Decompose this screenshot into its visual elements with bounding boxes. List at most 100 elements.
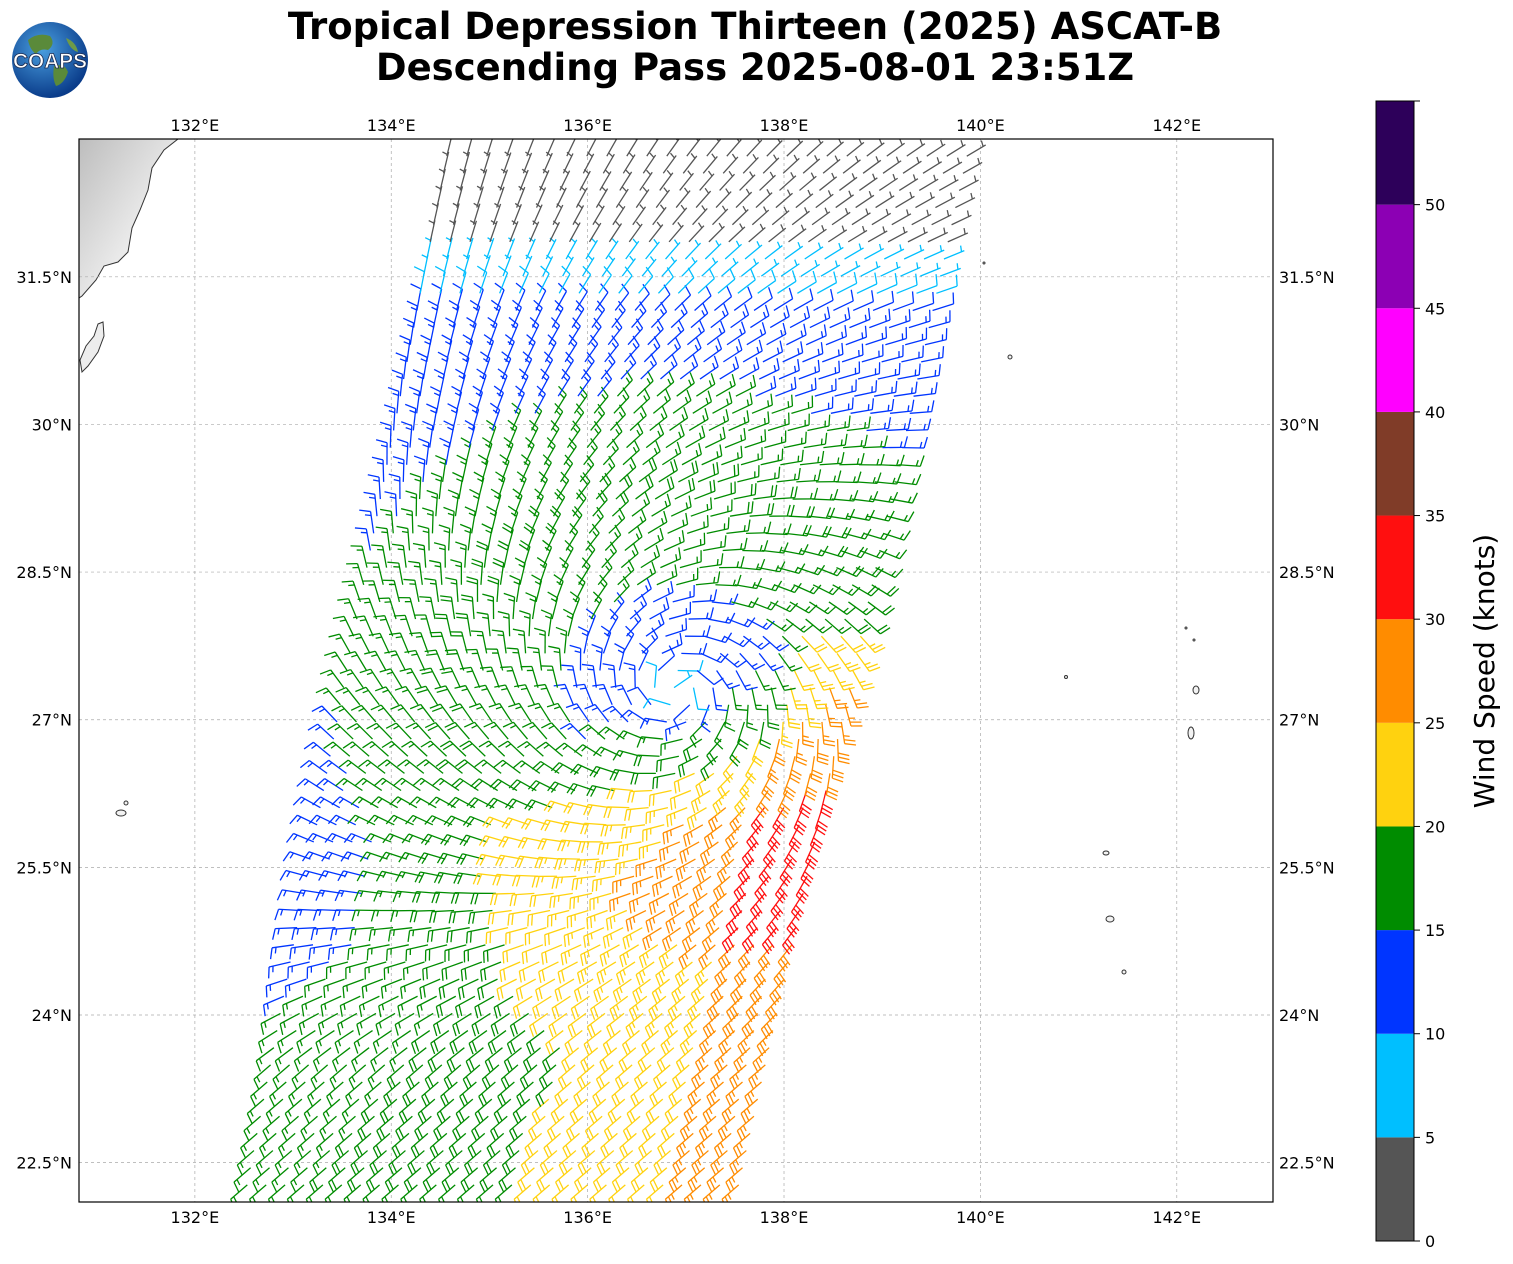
- wind-barb: [668, 892, 689, 917]
- wind-barb: [298, 1012, 320, 1036]
- wind-barb: [496, 978, 517, 1001]
- wind-barb: [448, 909, 474, 924]
- wind-barb: [524, 927, 547, 946]
- wind-barb: [551, 995, 571, 1020]
- wind-barb: [500, 1064, 519, 1090]
- island-layer: [115, 261, 1200, 975]
- title-line-1: Tropical Depression Thirteen (2025) ASCA…: [287, 5, 1223, 48]
- wind-barb: [625, 909, 647, 932]
- wind-barb: [389, 1047, 408, 1072]
- wind-barb: [296, 1030, 316, 1054]
- wind-barb: [563, 927, 586, 947]
- wind-barb: [756, 1030, 774, 1057]
- wind-barb: [459, 834, 488, 847]
- wind-barb: [424, 944, 448, 962]
- wind-barb: [471, 1012, 491, 1037]
- wind-barb: [487, 909, 512, 925]
- wind-barb: [358, 995, 380, 1018]
- wind-barb: [463, 944, 486, 963]
- wind-barb: [560, 944, 582, 966]
- wind-barb: [591, 875, 615, 892]
- wind-barb: [544, 927, 566, 947]
- wind-barb: [800, 858, 814, 887]
- wind-barb: [752, 1047, 770, 1074]
- wind-barb: [586, 1012, 606, 1038]
- wind-barb: [542, 1047, 561, 1073]
- wind-barb: [304, 978, 326, 998]
- ocean-background: [79, 139, 1273, 1202]
- wind-barb: [398, 851, 427, 863]
- wind-barb: [525, 1030, 545, 1055]
- wind-barb: [757, 944, 774, 972]
- wind-barb: [465, 927, 490, 944]
- wind-barb: [706, 995, 724, 1022]
- wind-barb: [312, 908, 339, 921]
- wind-barb: [529, 1012, 549, 1037]
- colorbar-tick-label: 30: [1425, 610, 1445, 629]
- logo-text: COAPS: [13, 50, 87, 73]
- wind-barb: [593, 978, 613, 1003]
- wind-barb: [409, 909, 435, 923]
- wind-barb: [631, 875, 654, 896]
- wind-barb: [532, 995, 552, 1020]
- wind-barb: [614, 858, 638, 876]
- wind-barb: [440, 834, 469, 846]
- wind-barb: [405, 944, 429, 962]
- wind-barb: [306, 961, 329, 979]
- wind-barb: [554, 978, 575, 1002]
- colorbar-bins: [1376, 101, 1414, 1241]
- wind-barb: [651, 875, 673, 897]
- wind-barb: [435, 995, 457, 1018]
- wind-barb: [305, 832, 334, 843]
- wind-barb: [438, 978, 460, 1000]
- wind-barb: [387, 927, 413, 942]
- wind-barb: [628, 892, 650, 914]
- wind-barb: [733, 1047, 751, 1073]
- wind-barb: [315, 1030, 335, 1054]
- wind-barb: [557, 839, 584, 852]
- wind-barb: [390, 909, 416, 922]
- wind-barb: [622, 927, 643, 950]
- wind-barb: [337, 870, 365, 882]
- wind-barb: [480, 961, 502, 982]
- wind-barb: [265, 978, 288, 998]
- wind-barb: [301, 995, 323, 1017]
- colorbar-bin: [1376, 1137, 1414, 1241]
- wind-barb: [564, 1030, 583, 1055]
- colorbar-bin: [1376, 1033, 1414, 1138]
- wind-barb: [407, 927, 432, 942]
- wind-barb: [642, 927, 662, 951]
- wind-barb: [710, 978, 728, 1005]
- wind-barb: [638, 841, 661, 860]
- wind-barb: [583, 927, 605, 948]
- wind-barb: [538, 1064, 557, 1090]
- wind-barb: [515, 978, 537, 1001]
- wind-barb: [733, 961, 751, 988]
- wind-barb: [356, 870, 385, 882]
- wind-barb: [416, 995, 437, 1018]
- colorbar-tick-label: 35: [1425, 507, 1445, 526]
- wind-barb: [605, 909, 628, 931]
- wind-barb: [465, 1047, 484, 1073]
- wind-barb: [557, 1064, 576, 1090]
- wind-barb: [474, 995, 495, 1019]
- wind-barb: [400, 978, 422, 999]
- wind-barb: [574, 858, 600, 872]
- wind-barb: [503, 1047, 522, 1073]
- wind-barb: [450, 892, 477, 904]
- wind-barb: [298, 869, 327, 881]
- wind-barb: [368, 927, 394, 942]
- wind-barb: [329, 927, 355, 941]
- wind-barb: [274, 1047, 294, 1072]
- wind-barb: [573, 978, 594, 1002]
- wind-barb: [671, 978, 690, 1004]
- wind-barb: [289, 944, 314, 960]
- wind-barb: [382, 833, 411, 844]
- colorbar-tick-label: 15: [1425, 921, 1445, 940]
- wind-barb: [257, 1029, 278, 1054]
- wind-barb: [596, 961, 617, 985]
- colorbar-bin: [1376, 411, 1414, 516]
- wind-barb: [571, 875, 596, 891]
- wind-barb: [509, 892, 535, 907]
- colorbar-bin: [1376, 826, 1414, 931]
